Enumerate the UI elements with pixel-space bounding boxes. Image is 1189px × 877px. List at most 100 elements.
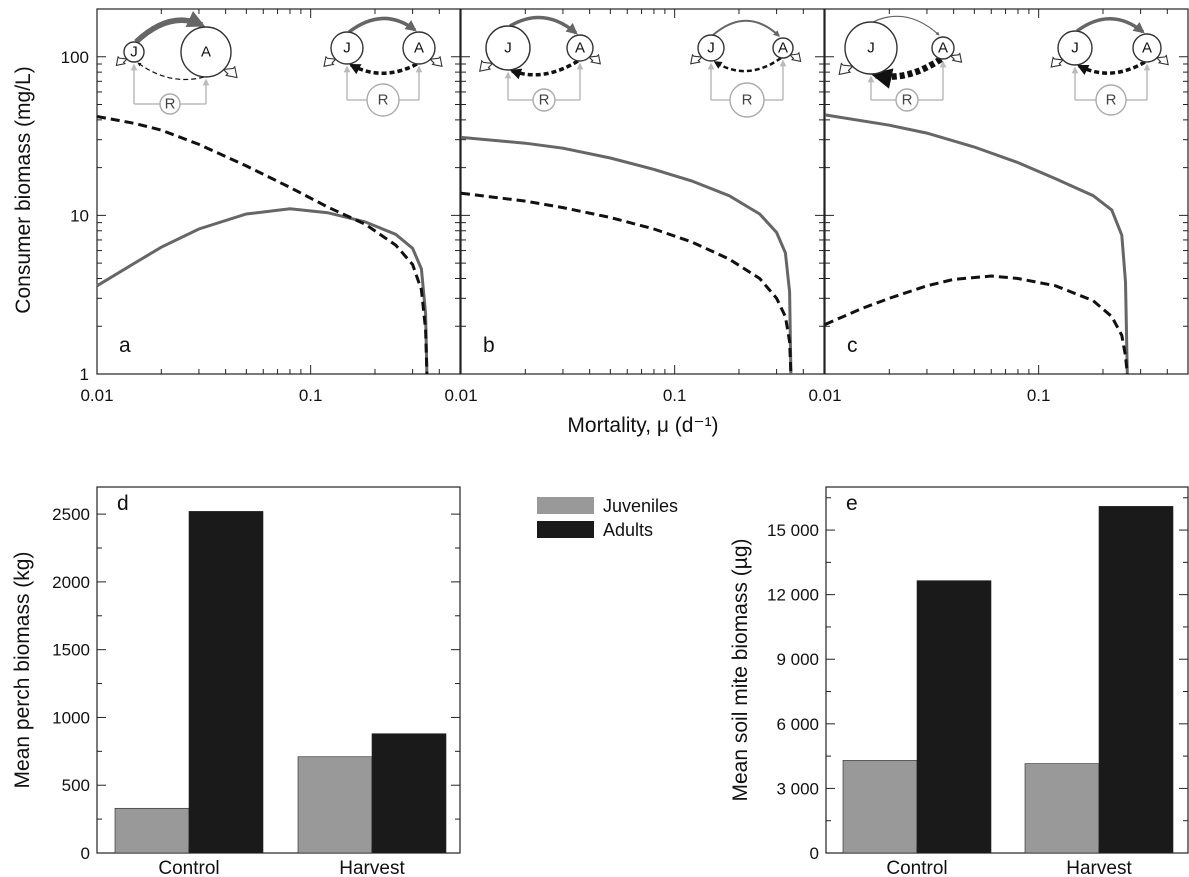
mortality-arrow (1050, 56, 1065, 68)
juvenile-node (485, 25, 531, 71)
y-tick-label: 2500 (52, 505, 90, 524)
juvenile-label: J (867, 40, 875, 57)
panel-c: 0.01 0.1 c (808, 8, 1189, 405)
y-tick-label: 0 (81, 844, 90, 863)
category-label: Harvest (1066, 858, 1132, 877)
adult-label: A (414, 40, 424, 57)
adult-label: A (778, 40, 788, 57)
consumer-biomass-axis-title: Consumer biomass (mg/L) (12, 66, 35, 313)
maturation-arrow (1075, 17, 1145, 34)
panel-d: 0 500 1000 1500 2000 2500 Control Harvest d (52, 486, 461, 877)
resource-node (366, 83, 400, 117)
x-tick-label: 0.1 (1027, 386, 1051, 405)
stage-diagram: R J A (1050, 17, 1169, 116)
resource-label: R (539, 92, 550, 109)
juvenile-biomass-line (824, 113, 1129, 375)
x-tick-label: 0.01 (808, 386, 841, 405)
category-label: Control (158, 858, 219, 877)
bar-harvest-juveniles (1024, 763, 1100, 854)
maturation-arrow (872, 15, 940, 36)
plot-frame (96, 486, 461, 854)
y-tick-label: 6 000 (776, 715, 819, 734)
y-tick-label: 1000 (52, 708, 90, 727)
perch-biomass-axis-title: Mean perch biomass (kg) (11, 552, 34, 789)
juvenile-biomass-line (96, 207, 429, 375)
mortality-arrow (323, 55, 337, 67)
reproduction-arrow (1076, 60, 1146, 76)
juvenile-label: J (130, 44, 138, 61)
x-tick-label: 0.1 (299, 386, 323, 405)
y-tick-label: 3 000 (776, 779, 819, 798)
adult-node (772, 37, 794, 59)
adult-label: A (201, 44, 211, 61)
reproduction-arrow (349, 62, 418, 75)
category-label: Harvest (339, 858, 405, 877)
juvenile-node (1057, 30, 1093, 66)
legend: Juveniles Adults (537, 496, 678, 540)
reproduction-arrow (713, 56, 782, 73)
y-tick-label: 1 (80, 365, 89, 384)
maturation-arrow (509, 15, 578, 35)
resource-node (532, 88, 556, 112)
bar-control-juveniles (114, 807, 190, 854)
resource-node (895, 88, 919, 112)
adult-biomass-line (96, 115, 429, 375)
adult-label: A (938, 40, 948, 57)
resource-label: R (165, 96, 176, 113)
juvenile-node (844, 21, 898, 75)
panel-letter: d (117, 492, 129, 515)
maturation-arrow (347, 16, 417, 34)
mortality-arrow (479, 59, 494, 72)
resource-label: R (1106, 92, 1117, 109)
y-tick-label: 1500 (52, 641, 90, 660)
bar-harvest-adults (1098, 506, 1174, 854)
inset-diagrams: R J A R J A R J A R J A R J A R J A (115, 11, 1169, 118)
legend-label-juveniles: Juveniles (603, 496, 678, 516)
plot-frame (824, 8, 1189, 375)
bar-control-adults (916, 580, 992, 854)
juvenile-label: J (1071, 40, 1079, 57)
mortality-arrow (115, 55, 129, 67)
adult-node (180, 26, 232, 78)
panel-letter: e (846, 492, 858, 515)
mortality-arrow (949, 52, 963, 63)
plot-frame (460, 8, 825, 375)
y-tick-label: 10 (70, 206, 89, 225)
stage-diagram: R J A (115, 11, 238, 115)
y-tick-label: 100 (61, 48, 89, 67)
bar-control-adults (188, 511, 264, 854)
reproduction-arrow (509, 59, 579, 80)
juvenile-node (123, 41, 145, 63)
legend-swatch-adults (537, 521, 594, 538)
mortality-arrow (587, 53, 601, 65)
adult-node (931, 36, 955, 60)
adult-biomass-line (824, 274, 1129, 375)
bar-harvest-juveniles (297, 756, 373, 854)
mortality-arrow (838, 62, 854, 76)
panel-letter: c (847, 334, 858, 357)
legend-label-adults: Adults (603, 520, 653, 540)
panel-b: 0.01 0.1 b (444, 8, 825, 405)
panel-e: 0 3 000 6 000 9 000 12 000 15 000 Control Harve… (767, 486, 1189, 877)
stage-diagram: R J A (323, 16, 443, 117)
y-tick-label: 12 000 (767, 586, 819, 605)
bar-harvest-adults (371, 733, 447, 854)
adult-node (566, 34, 594, 62)
legend-swatch-juveniles (537, 497, 594, 514)
adult-node (1132, 33, 1162, 63)
x-tick-label: 0.01 (80, 386, 113, 405)
juvenile-node (330, 31, 364, 65)
mortality-arrow (690, 53, 704, 65)
adult-label: A (1142, 40, 1152, 57)
stage-diagram: R J A (479, 15, 601, 112)
mortality-arrow (429, 55, 443, 67)
category-label: Control (886, 858, 947, 877)
maturation-arrow (712, 19, 780, 37)
stage-diagram: R J A (690, 19, 802, 118)
resource-label: R (742, 92, 753, 109)
juvenile-label: J (504, 40, 512, 57)
adult-label: A (575, 40, 585, 57)
resource-label: R (378, 92, 389, 109)
panel-a: 0.01 0.1 1 10 100 a (61, 8, 461, 405)
